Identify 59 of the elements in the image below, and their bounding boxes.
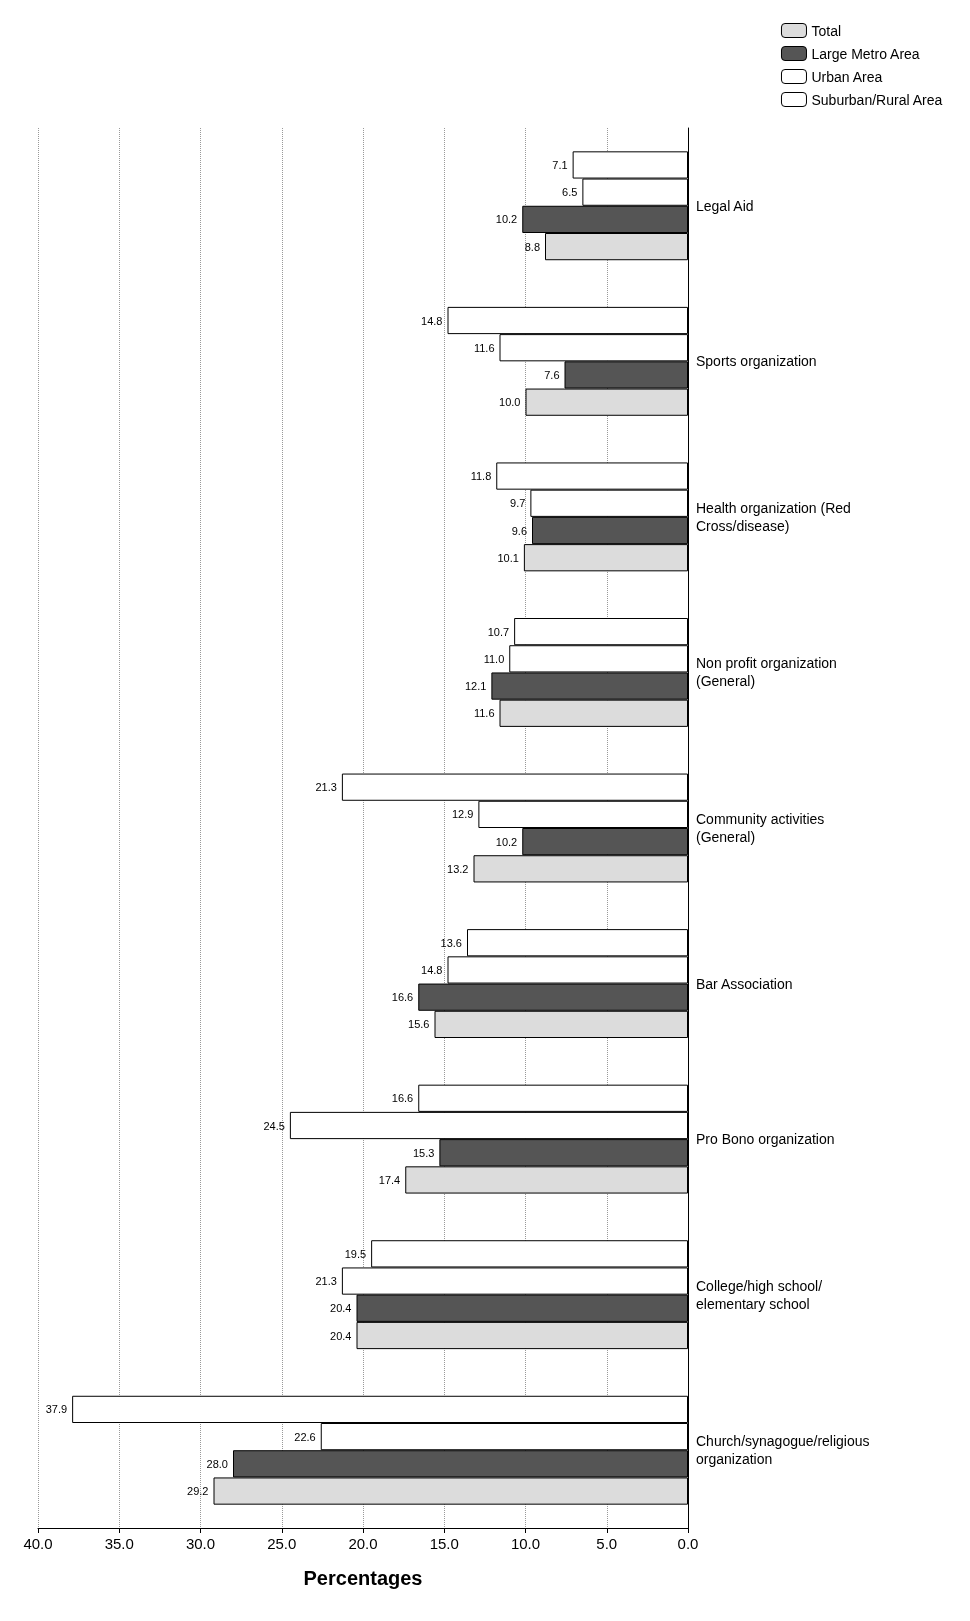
data-label: 10.0 [499,396,521,409]
data-label: 11.0 [483,652,505,665]
y-tick-label: Pro Bono organization [696,1131,835,1148]
x-tick-label: 20.0 [348,1535,378,1552]
y-tick-label: Church/synagogue/religious organization [696,1433,874,1468]
data-label: 20.4 [330,1302,352,1315]
data-label: 37.9 [45,1403,68,1416]
y-tick-label: Legal Aid [696,197,754,214]
data-label: 15.6 [408,1018,430,1031]
data-label: 10.2 [495,213,518,226]
x-tick-label: 15.0 [429,1535,459,1552]
data-label: 17.4 [378,1173,401,1186]
data-label: 12.1 [464,680,487,693]
x-tick-label: 0.0 [677,1535,699,1552]
x-tick-label: 30.0 [185,1535,216,1552]
data-label: 6.5 [562,186,578,199]
data-label: 28.0 [206,1457,228,1470]
data-label: 9.7 [510,497,526,510]
data-label: 16.6 [391,991,414,1004]
data-label: 7.6 [544,368,560,381]
legend-label: Suburban/Rural Area [811,91,943,108]
y-tick-label: College/high school/elementary school [696,1277,823,1312]
y-tick-label: Sports organization [696,353,817,370]
data-label: 10.1 [497,551,519,564]
y-tick-label: Health organization (Red Cross/disease) [696,499,855,534]
data-label: 21.3 [315,1275,337,1288]
x-tick-label: 5.0 [596,1535,618,1552]
data-label: 14.8 [421,314,443,327]
x-axis-title: Percentages [303,1567,423,1589]
data-label: 29.2 [187,1485,209,1498]
x-tick-label: 10.0 [510,1535,541,1552]
legend-label: Large Metro Area [811,45,920,62]
data-label: 13.6 [440,936,462,949]
data-label: 9.6 [511,524,527,537]
data-label: 20.4 [330,1329,352,1342]
data-label: 10.7 [487,625,510,638]
legend-label: Urban Area [811,68,883,85]
data-label: 10.2 [495,835,518,848]
legend-label: Total [811,22,842,39]
y-tick-label: Non profit organization (General) [696,655,841,690]
data-label: 12.9 [451,808,474,821]
x-tick-label: 25.0 [267,1535,297,1552]
data-label: 11.6 [473,341,495,354]
x-tick-label: 40.0 [23,1535,53,1552]
data-label: 7.1 [552,158,568,171]
y-tick-label: Bar Association [696,975,793,992]
data-label: 13.2 [447,862,469,875]
data-label: 14.8 [421,963,443,976]
data-label: 8.8 [524,240,540,253]
data-label: 11.6 [473,707,495,720]
y-tick-label: Community activities (General) [696,811,829,845]
x-tick-label: 35.0 [104,1535,134,1552]
data-label: 19.5 [344,1247,367,1260]
data-label: 21.3 [315,781,337,794]
data-label: 11.8 [470,470,492,483]
data-label: 22.6 [294,1430,316,1443]
data-label: 24.5 [263,1119,285,1132]
data-label: 16.6 [391,1092,414,1105]
data-label: 15.3 [412,1146,435,1159]
